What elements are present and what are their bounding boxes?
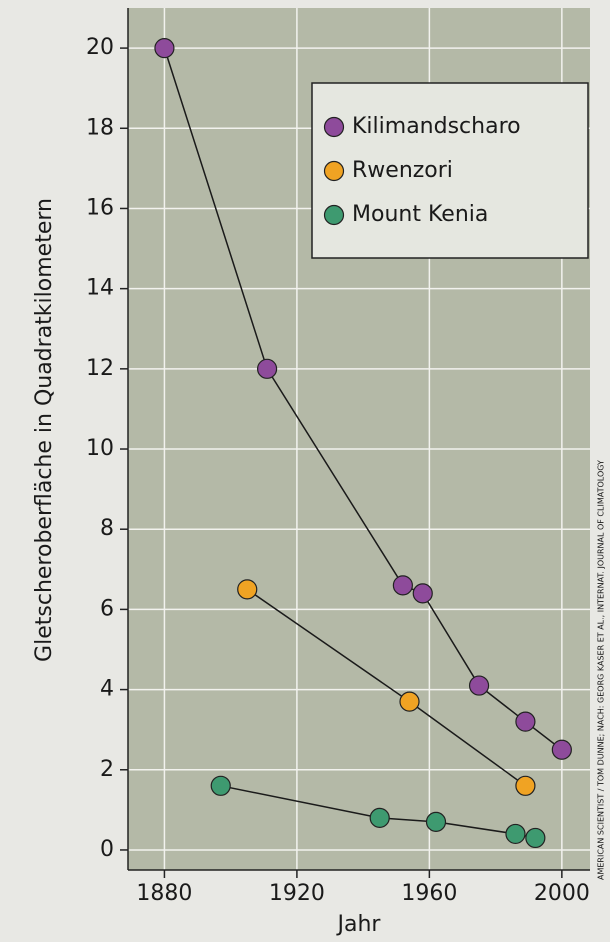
data-point — [505, 823, 526, 845]
x-tick-label: 1920 — [269, 881, 325, 906]
legend-marker — [323, 116, 345, 138]
data-point — [399, 691, 420, 712]
data-point — [468, 675, 490, 696]
data-point — [515, 775, 536, 796]
y-tick-label: 6 — [100, 596, 114, 621]
source-credit: AMERICAN SCIENTIST / TOM DUNNE; NACH: GE… — [597, 460, 606, 880]
data-point — [154, 37, 175, 59]
y-tick-label: 4 — [100, 677, 114, 702]
y-tick-label: 12 — [86, 356, 114, 381]
y-tick-label: 8 — [100, 516, 114, 541]
data-point — [551, 739, 572, 760]
data-point — [412, 583, 433, 604]
x-tick-label: 2000 — [534, 881, 590, 906]
legend-label: Kilimandscharo — [352, 114, 521, 139]
data-point — [525, 827, 546, 849]
legend-label: Mount Kenia — [352, 202, 488, 227]
legend-marker — [323, 160, 345, 182]
x-tick-label: 1880 — [136, 881, 192, 906]
y-tick-label: 14 — [86, 276, 114, 301]
y-tick-label: 10 — [86, 436, 114, 461]
y-tick-label: 18 — [86, 115, 114, 140]
data-point — [369, 807, 390, 828]
y-tick-label: 0 — [100, 837, 114, 862]
data-point — [425, 811, 447, 832]
y-tick-label: 16 — [86, 195, 114, 220]
y-tick-label: 20 — [86, 35, 114, 60]
legend-label: Rwenzori — [352, 158, 453, 183]
data-point — [515, 711, 536, 732]
data-point — [210, 775, 231, 796]
data-point — [237, 579, 258, 600]
y-tick-label: 2 — [100, 757, 114, 782]
data-point — [392, 575, 413, 596]
x-axis-label: Jahr — [336, 912, 382, 937]
legend-marker — [323, 204, 345, 226]
legend-box — [311, 82, 589, 259]
y-axis-label: Gletscheroberfläche in Quadratkilometern — [32, 198, 57, 662]
x-tick-label: 1960 — [401, 881, 457, 906]
data-point — [256, 358, 278, 379]
